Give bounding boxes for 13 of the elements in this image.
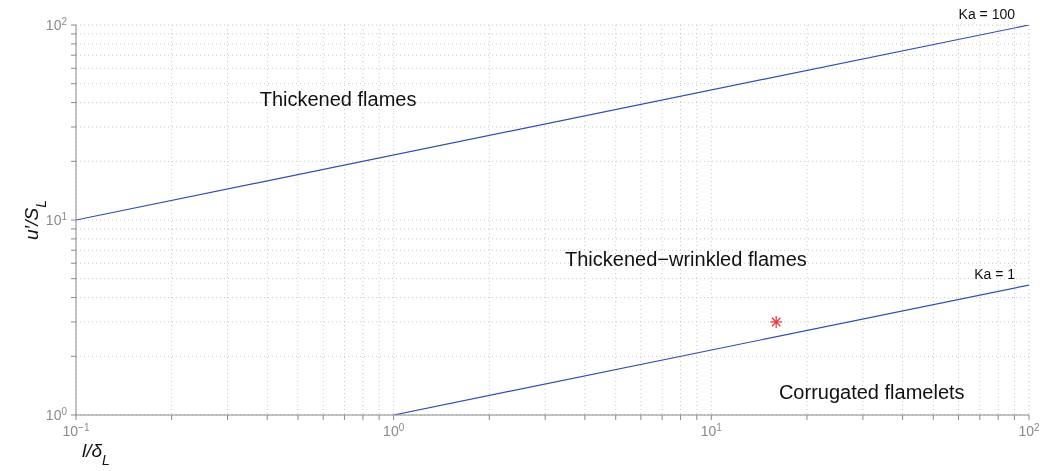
x-tick-label: 10$^{−1}$ <box>62 421 90 439</box>
x-tick-label: 10$^{1}$ <box>700 421 723 439</box>
annotation: Corrugated flamelets <box>778 380 965 403</box>
y-tick-label: 10$^{1}$ <box>45 210 68 228</box>
y-tick-label: 10$^{2}$ <box>45 15 68 33</box>
series-label: Ka = 1 <box>974 266 1016 283</box>
x-tick-label: 10$^{0}$ <box>383 421 405 439</box>
y-tick-label: 10$^{0}$ <box>45 405 68 423</box>
x-axis-title: l/δ$_{L}$ <box>82 440 110 468</box>
annotation: Thickened flames <box>259 88 417 111</box>
annotation: Thickened−wrinkled flames <box>565 248 807 270</box>
series-label: Ka = 100 <box>958 6 1016 22</box>
x-tick-label: 10$^{2}$ <box>1018 421 1041 439</box>
